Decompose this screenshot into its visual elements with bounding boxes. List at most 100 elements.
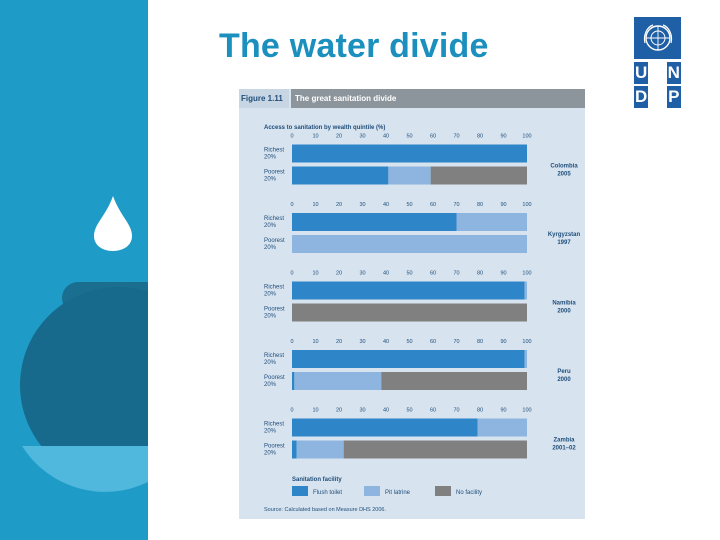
tick-label: 90 xyxy=(500,271,506,277)
bar-segment xyxy=(292,372,295,390)
tick-label: 0 xyxy=(290,408,293,414)
row-label: Richest xyxy=(264,148,284,154)
tick-label: 40 xyxy=(383,271,389,277)
tick-label: 100 xyxy=(522,339,531,345)
bar-segment xyxy=(477,418,527,437)
tick-label: 90 xyxy=(500,134,506,140)
bar-segment xyxy=(292,235,527,253)
country-label: Peru xyxy=(557,369,571,375)
row-label: 20% xyxy=(264,382,277,388)
tick-label: 100 xyxy=(522,408,531,414)
vessel-body xyxy=(20,287,148,483)
tick-label: 20 xyxy=(336,202,342,208)
logo-letter: N xyxy=(666,62,681,84)
tick-label: 30 xyxy=(359,339,365,345)
bar-segment xyxy=(292,213,457,231)
undp-logo: U N D P xyxy=(634,17,681,108)
bar-segment xyxy=(292,418,478,437)
country-label: Zambia xyxy=(553,438,575,444)
bar-segment xyxy=(292,350,525,368)
tick-label: 80 xyxy=(477,408,483,414)
tick-label: 0 xyxy=(290,271,293,277)
row-label: Poorest xyxy=(264,307,285,313)
row-label: 20% xyxy=(264,314,277,320)
bar-segment xyxy=(292,440,297,459)
tick-label: 70 xyxy=(453,408,459,414)
bar-segment xyxy=(292,166,389,185)
figure-title: The great sanitation divide xyxy=(291,89,585,108)
row-label: Richest xyxy=(264,285,284,291)
tick-label: 100 xyxy=(522,134,531,140)
tick-label: 20 xyxy=(336,408,342,414)
row-label: 20% xyxy=(264,155,277,161)
bar-segment xyxy=(524,281,527,300)
tick-label: 30 xyxy=(359,134,365,140)
sanitation-chart: Access to sanitation by wealth quintile … xyxy=(264,125,581,496)
tick-label: 20 xyxy=(336,339,342,345)
row-label: 20% xyxy=(264,451,277,457)
legend-label: Flush toilet xyxy=(313,490,342,496)
tick-label: 70 xyxy=(453,271,459,277)
legend-swatch xyxy=(435,486,451,496)
tick-label: 0 xyxy=(290,339,293,345)
tick-label: 10 xyxy=(312,408,318,414)
bar-segment xyxy=(388,166,431,185)
row-label: Poorest xyxy=(264,444,285,450)
figure-panel: Figure 1.11 The great sanitation divide … xyxy=(239,89,585,519)
figure-header: Figure 1.11 The great sanitation divide xyxy=(239,89,585,108)
tick-label: 20 xyxy=(336,271,342,277)
tick-label: 60 xyxy=(430,202,436,208)
bar-segment xyxy=(292,303,527,322)
undp-letters: U N D P xyxy=(634,62,681,108)
logo-letter: D xyxy=(634,86,649,108)
tick-label: 40 xyxy=(383,339,389,345)
tick-label: 20 xyxy=(336,134,342,140)
bar-segment xyxy=(294,372,382,390)
row-label: 20% xyxy=(264,429,277,435)
logo-letter: P xyxy=(666,86,681,108)
tick-label: 40 xyxy=(383,408,389,414)
bar-segment xyxy=(430,166,527,185)
legend-label: Pit latrine xyxy=(385,490,411,496)
tick-label: 60 xyxy=(430,134,436,140)
tick-label: 60 xyxy=(430,271,436,277)
tick-label: 80 xyxy=(477,134,483,140)
bar-segment xyxy=(524,350,527,368)
country-label: Kyrgyzstan xyxy=(548,232,581,238)
tick-label: 10 xyxy=(312,134,318,140)
tick-label: 30 xyxy=(359,271,365,277)
country-label: Colombia xyxy=(550,164,578,170)
tick-label: 100 xyxy=(522,271,531,277)
tick-label: 30 xyxy=(359,408,365,414)
water-drop-icon xyxy=(94,196,132,251)
logo-letter: U xyxy=(634,62,649,84)
row-label: 20% xyxy=(264,177,277,183)
tick-label: 60 xyxy=(430,339,436,345)
tick-label: 50 xyxy=(406,271,412,277)
tick-label: 80 xyxy=(477,202,483,208)
tick-label: 0 xyxy=(290,134,293,140)
tick-label: 70 xyxy=(453,134,459,140)
tick-label: 10 xyxy=(312,271,318,277)
un-emblem-icon xyxy=(634,17,681,59)
bar-segment xyxy=(296,440,344,459)
tick-label: 70 xyxy=(453,339,459,345)
country-label: Namibia xyxy=(552,301,576,307)
row-label: Richest xyxy=(264,216,284,222)
tick-label: 70 xyxy=(453,202,459,208)
tick-label: 30 xyxy=(359,202,365,208)
tick-label: 10 xyxy=(312,339,318,345)
country-year-label: 2000 xyxy=(557,309,571,315)
row-label: 20% xyxy=(264,223,277,229)
tick-label: 50 xyxy=(406,339,412,345)
figure-number: Figure 1.11 xyxy=(239,89,289,108)
row-label: Poorest xyxy=(264,170,285,176)
tick-label: 90 xyxy=(500,408,506,414)
figure-source: Source: Calculated based on Measure DHS … xyxy=(264,507,386,513)
bar-segment xyxy=(343,440,527,459)
row-label: 20% xyxy=(264,360,277,366)
tick-label: 50 xyxy=(406,134,412,140)
chart-title: Access to sanitation by wealth quintile … xyxy=(264,125,385,131)
bar-segment xyxy=(292,281,525,300)
tick-label: 90 xyxy=(500,202,506,208)
